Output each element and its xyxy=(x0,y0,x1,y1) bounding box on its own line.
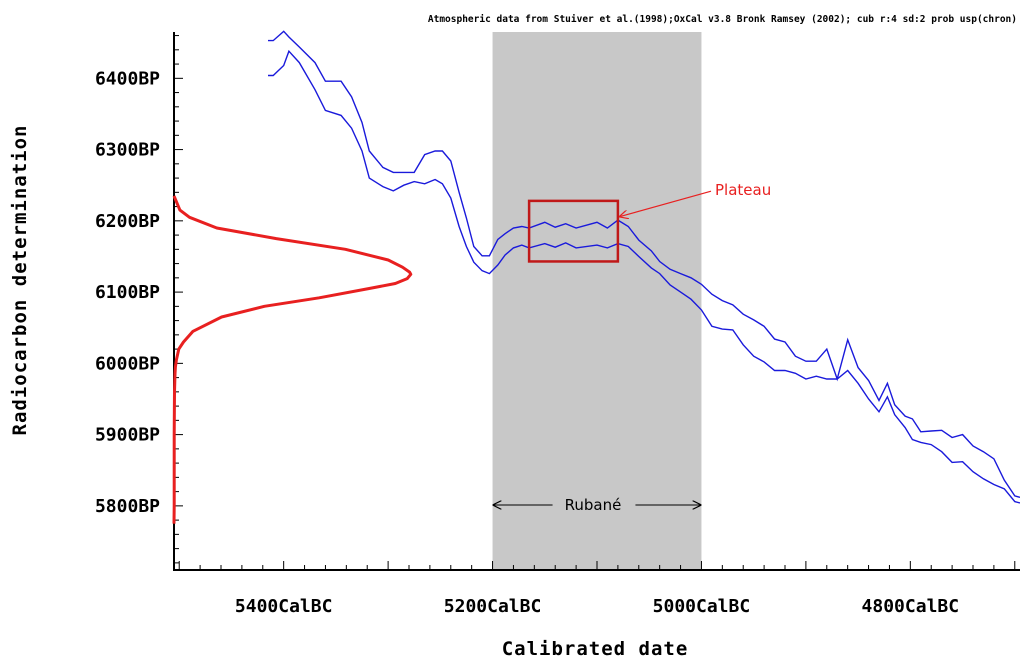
y-tick-label: 6200BP xyxy=(95,211,160,232)
x-tick-label: 5000CalBC xyxy=(653,596,751,617)
y-tick-label: 6300BP xyxy=(95,140,160,161)
y-tick-label: 6400BP xyxy=(95,68,160,89)
x-tick-label: 5400CalBC xyxy=(235,596,333,617)
shaded-region-layer xyxy=(493,32,702,570)
radiocarbon-density-curve xyxy=(174,196,411,524)
density-layer xyxy=(174,196,411,524)
y-tick-label: 6000BP xyxy=(95,353,160,374)
x-axis-title: Calibrated date xyxy=(502,638,689,660)
y-tick-label: 6100BP xyxy=(95,282,160,303)
y-axis-title: Radiocarbon determination xyxy=(9,125,31,436)
rubane-shaded-region xyxy=(493,32,702,570)
x-tick-label: 4800CalBC xyxy=(862,596,960,617)
chart-title: Atmospheric data from Stuiver et al.(199… xyxy=(428,14,1017,25)
plateau-label: Plateau xyxy=(715,181,771,199)
rubane-label: Rubané xyxy=(565,496,622,514)
x-tick-label: 5200CalBC xyxy=(444,596,542,617)
y-tick-label: 5800BP xyxy=(95,496,160,517)
y-tick-label: 5900BP xyxy=(95,425,160,446)
